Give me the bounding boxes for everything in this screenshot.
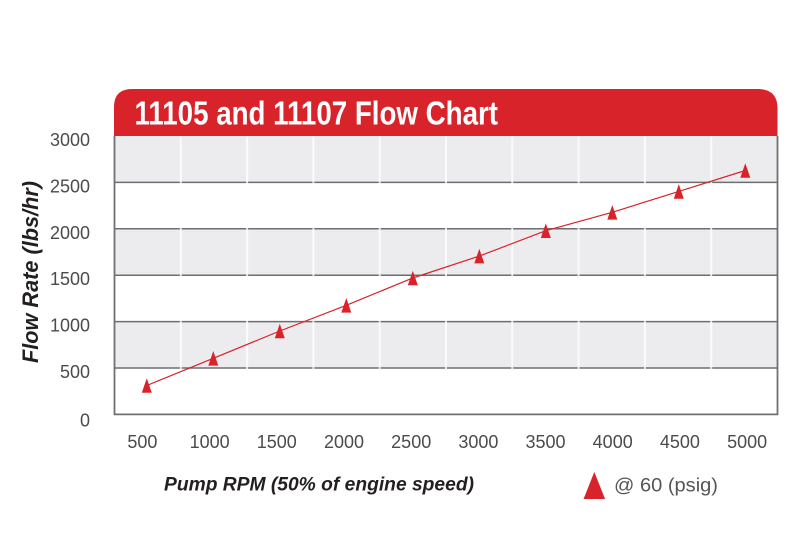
svg-text:1500: 1500 [257,432,297,452]
svg-text:1000: 1000 [190,432,230,452]
svg-text:500: 500 [60,362,90,382]
svg-text:2500: 2500 [50,176,90,196]
svg-text:Pump RPM (50% of engine speed): Pump RPM (50% of engine speed) [164,474,474,496]
svg-text:4000: 4000 [593,432,633,452]
svg-text:5000: 5000 [727,432,767,452]
svg-text:500: 500 [127,432,157,452]
svg-text:1500: 1500 [50,269,90,289]
svg-text:4500: 4500 [660,432,700,452]
svg-text:2500: 2500 [391,432,431,452]
svg-text:2000: 2000 [50,223,90,243]
svg-text:@ 60 (psig): @ 60 (psig) [614,475,718,497]
svg-text:Flow Rate (lbs/hr): Flow Rate (lbs/hr) [18,181,43,363]
svg-text:3000: 3000 [458,432,498,452]
svg-text:11105 and 11107 Flow Chart: 11105 and 11107 Flow Chart [135,95,499,132]
svg-text:3500: 3500 [525,432,565,452]
svg-text:1000: 1000 [50,316,90,336]
svg-text:0: 0 [80,411,90,431]
svg-text:3000: 3000 [50,130,90,150]
svg-text:2000: 2000 [324,432,364,452]
